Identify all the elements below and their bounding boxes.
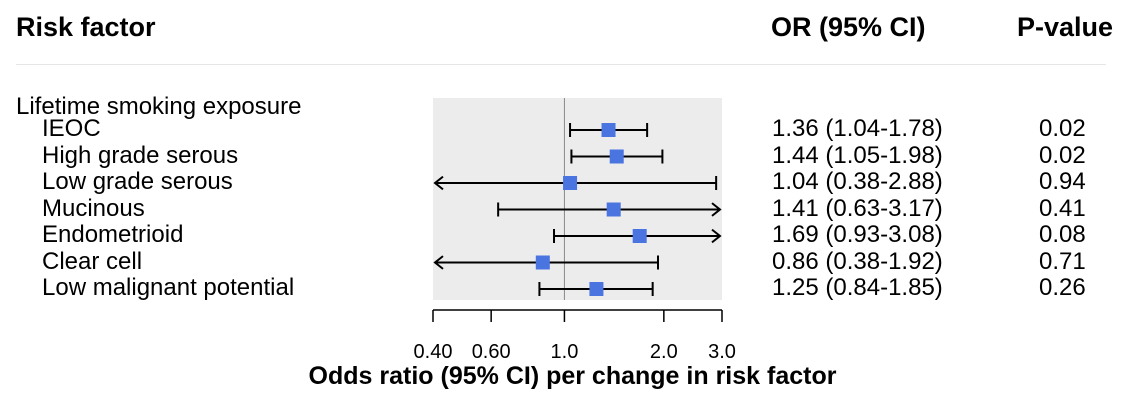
header-divider: [16, 64, 1106, 65]
row-p-value: 0.94: [1039, 168, 1086, 195]
row-or-ci: 1.69 (0.93-3.08): [772, 221, 943, 248]
row-p-value: 0.08: [1039, 221, 1086, 248]
row-label: Low grade serous: [42, 168, 233, 195]
header-risk-factor: Risk factor: [16, 12, 156, 42]
or-marker-5: [535, 255, 550, 270]
row-or-ci: 1.41 (0.63-3.17): [772, 194, 943, 222]
or-marker-4: [632, 229, 647, 243]
or-marker-0: [601, 123, 616, 137]
row-label: Mucinous: [42, 194, 145, 222]
row-p-value: 0.02: [1039, 115, 1086, 142]
ci-arrow-left-5: [433, 255, 444, 270]
row-label: IEOC: [42, 115, 101, 142]
or-marker-3: [606, 202, 621, 217]
group-label: Lifetime smoking exposure: [16, 93, 302, 120]
x-tick-label-0: 0.40: [414, 341, 453, 363]
header-p-value: P-value: [1017, 12, 1114, 42]
x-axis-label: Odds ratio (95% CI) per change in risk f…: [308, 362, 837, 390]
row-p-value: 0.41: [1039, 194, 1086, 222]
row-label: High grade serous: [42, 141, 239, 169]
header-or-ci: OR (95% CI): [771, 12, 926, 42]
or-marker-6: [589, 282, 604, 296]
or-marker-1: [609, 149, 624, 164]
x-tick-label-4: 3.0: [708, 341, 736, 363]
row-label: Endometrioid: [42, 221, 184, 248]
row-or-ci: 1.44 (1.05-1.98): [772, 141, 943, 169]
or-marker-2: [563, 176, 578, 190]
x-tick-label-1: 0.60: [472, 341, 511, 363]
ci-arrow-right-4: [711, 228, 722, 244]
row-or-ci: 0.86 (0.38-1.92): [772, 247, 943, 275]
x-tick-label-3: 2.0: [650, 341, 678, 363]
row-p-value: 0.71: [1039, 247, 1086, 275]
row-or-ci: 1.36 (1.04-1.78): [772, 115, 943, 142]
x-tick-label-2: 1.0: [551, 341, 579, 363]
ci-arrow-left-2: [433, 175, 444, 191]
plot-panel: [433, 98, 722, 300]
row-label: Low malignant potential: [42, 274, 295, 301]
row-or-ci: 1.04 (0.38-2.88): [772, 168, 943, 195]
row-p-value: 0.26: [1039, 274, 1086, 301]
row-or-ci: 1.25 (0.84-1.85): [772, 274, 943, 301]
row-p-value: 0.02: [1039, 141, 1086, 169]
ci-arrow-right-3: [711, 202, 722, 217]
row-label: Clear cell: [42, 247, 143, 275]
